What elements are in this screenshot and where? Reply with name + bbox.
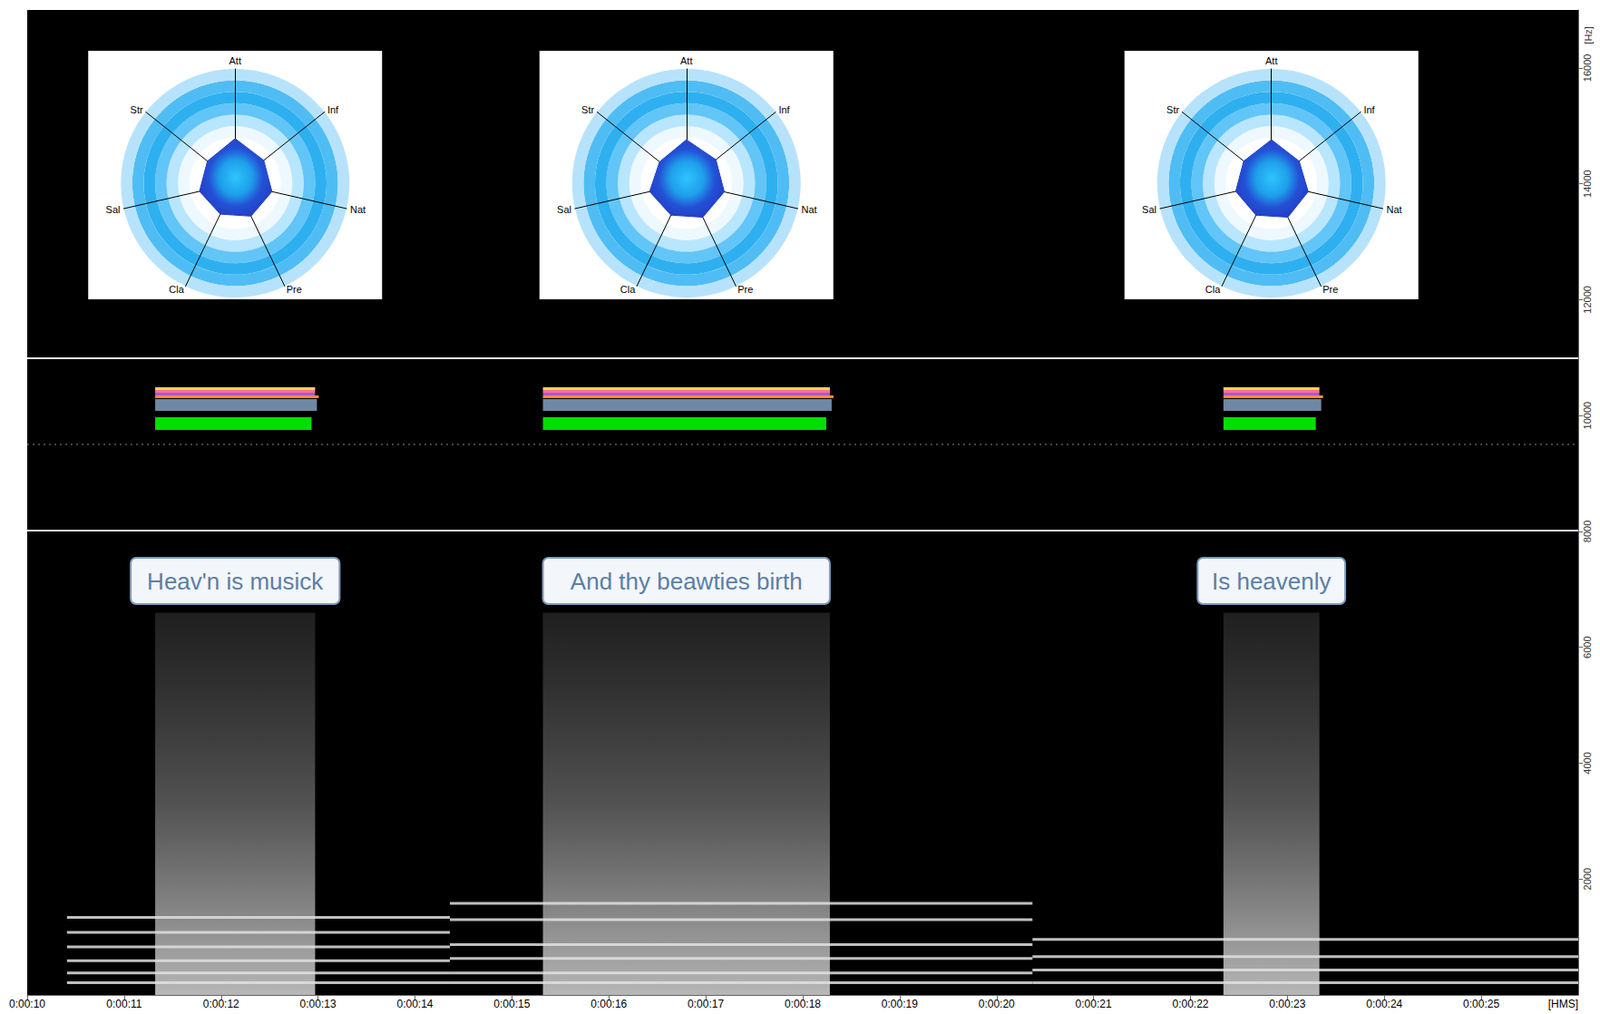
svg-text:0:00:10: 0:00:10 xyxy=(9,997,46,1011)
svg-text:Pre: Pre xyxy=(286,283,303,295)
svg-text:Nat: Nat xyxy=(1385,204,1402,215)
svg-text:0:00:19: 0:00:19 xyxy=(881,997,918,1011)
svg-text:0:00:25: 0:00:25 xyxy=(1463,997,1500,1011)
svg-text:Inf: Inf xyxy=(327,104,340,116)
svg-text:0:00:21: 0:00:21 xyxy=(1075,997,1113,1011)
svg-text:Inf: Inf xyxy=(1363,104,1376,116)
svg-text:2000: 2000 xyxy=(1581,868,1593,890)
svg-text:Inf: Inf xyxy=(778,104,791,116)
svg-text:0:00:22: 0:00:22 xyxy=(1171,997,1209,1011)
svg-text:And thy beawties birth: And thy beawties birth xyxy=(570,567,803,596)
svg-text:Cla: Cla xyxy=(168,283,185,295)
svg-text:Str: Str xyxy=(581,104,595,116)
svg-text:0:00:23: 0:00:23 xyxy=(1268,997,1306,1011)
svg-text:10000: 10000 xyxy=(1581,401,1593,430)
svg-text:0:00:24: 0:00:24 xyxy=(1365,997,1403,1011)
svg-text:Heav'n is musick: Heav'n is musick xyxy=(146,567,324,596)
svg-text:0:00:11: 0:00:11 xyxy=(106,997,142,1011)
svg-text:Cla: Cla xyxy=(620,283,636,295)
svg-text:8000: 8000 xyxy=(1581,520,1593,543)
svg-text:Pre: Pre xyxy=(737,283,753,295)
svg-text:[HMS]: [HMS] xyxy=(1548,997,1579,1011)
svg-text:0:00:14: 0:00:14 xyxy=(396,997,433,1011)
svg-text:Str: Str xyxy=(130,104,144,116)
svg-text:6000: 6000 xyxy=(1581,635,1593,658)
svg-text:Str: Str xyxy=(1166,104,1180,116)
svg-text:0:00:13: 0:00:13 xyxy=(300,997,337,1011)
svg-text:4000: 4000 xyxy=(1581,751,1593,774)
svg-text:Sal: Sal xyxy=(1141,204,1157,215)
svg-text:Sal: Sal xyxy=(106,204,121,215)
svg-text:Is heavenly: Is heavenly xyxy=(1211,567,1332,596)
svg-text:Cla: Cla xyxy=(1205,283,1221,295)
svg-text:Nat: Nat xyxy=(800,204,817,215)
svg-text:Pre: Pre xyxy=(1322,283,1338,295)
svg-text:0:00:18: 0:00:18 xyxy=(784,997,821,1011)
svg-text:Att: Att xyxy=(680,55,693,67)
svg-text:Nat: Nat xyxy=(350,204,366,215)
svg-text:0:00:17: 0:00:17 xyxy=(687,997,724,1011)
svg-text:Att: Att xyxy=(1265,55,1278,67)
svg-text:12000: 12000 xyxy=(1581,285,1593,314)
svg-text:[Hz]: [Hz] xyxy=(1582,26,1594,45)
svg-text:0:00:20: 0:00:20 xyxy=(978,997,1015,1011)
svg-text:0:00:12: 0:00:12 xyxy=(203,997,240,1011)
svg-text:0:00:15: 0:00:15 xyxy=(493,997,530,1011)
svg-text:Sal: Sal xyxy=(556,204,572,215)
svg-text:Att: Att xyxy=(229,55,242,67)
svg-text:16000: 16000 xyxy=(1581,54,1593,83)
svg-text:0:00:16: 0:00:16 xyxy=(590,997,627,1011)
svg-text:14000: 14000 xyxy=(1581,169,1593,198)
